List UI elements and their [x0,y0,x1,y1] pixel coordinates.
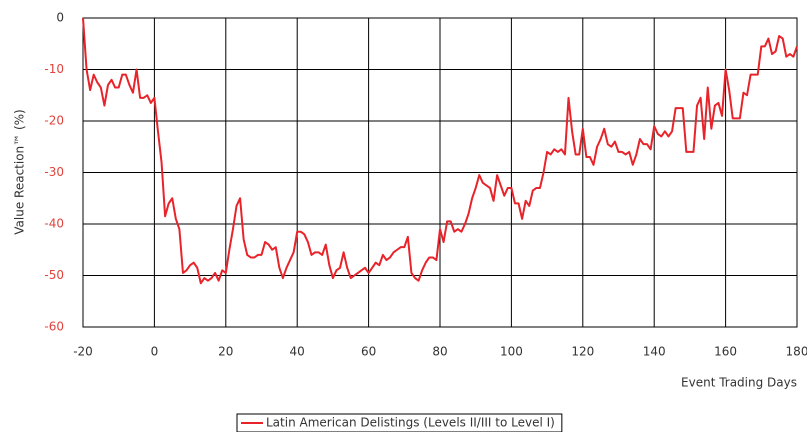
x-tick-label: -20 [73,345,93,359]
y-tick-label: -20 [44,114,64,128]
y-tick-label: -40 [44,217,64,231]
y-tick-label: 0 [56,11,64,25]
x-tick-label: 60 [361,345,376,359]
data-line [82,17,798,285]
x-tick-label: 120 [571,345,594,359]
x-tick-label: 140 [643,345,666,359]
y-axis-title: Value Reaction™ (%) [13,109,27,234]
x-axis-title: Event Trading Days [681,376,797,390]
y-tick-label: -60 [44,320,64,334]
x-tick-label: 20 [218,345,233,359]
y-tick-label: -50 [44,268,64,282]
x-tick-label: 40 [290,345,305,359]
x-tick-label: 180 [786,345,807,359]
plot-border [82,17,798,328]
legend-box [236,413,563,432]
y-tick-label: -30 [44,165,64,179]
x-tick-label: 100 [500,345,523,359]
legend-label: Latin American Delistings (Levels II/III… [266,416,555,430]
x-tick-label: 160 [714,345,737,359]
x-tick-label: 80 [432,345,447,359]
x-tick-label: 0 [151,345,159,359]
y-tick-label: -10 [44,62,64,76]
